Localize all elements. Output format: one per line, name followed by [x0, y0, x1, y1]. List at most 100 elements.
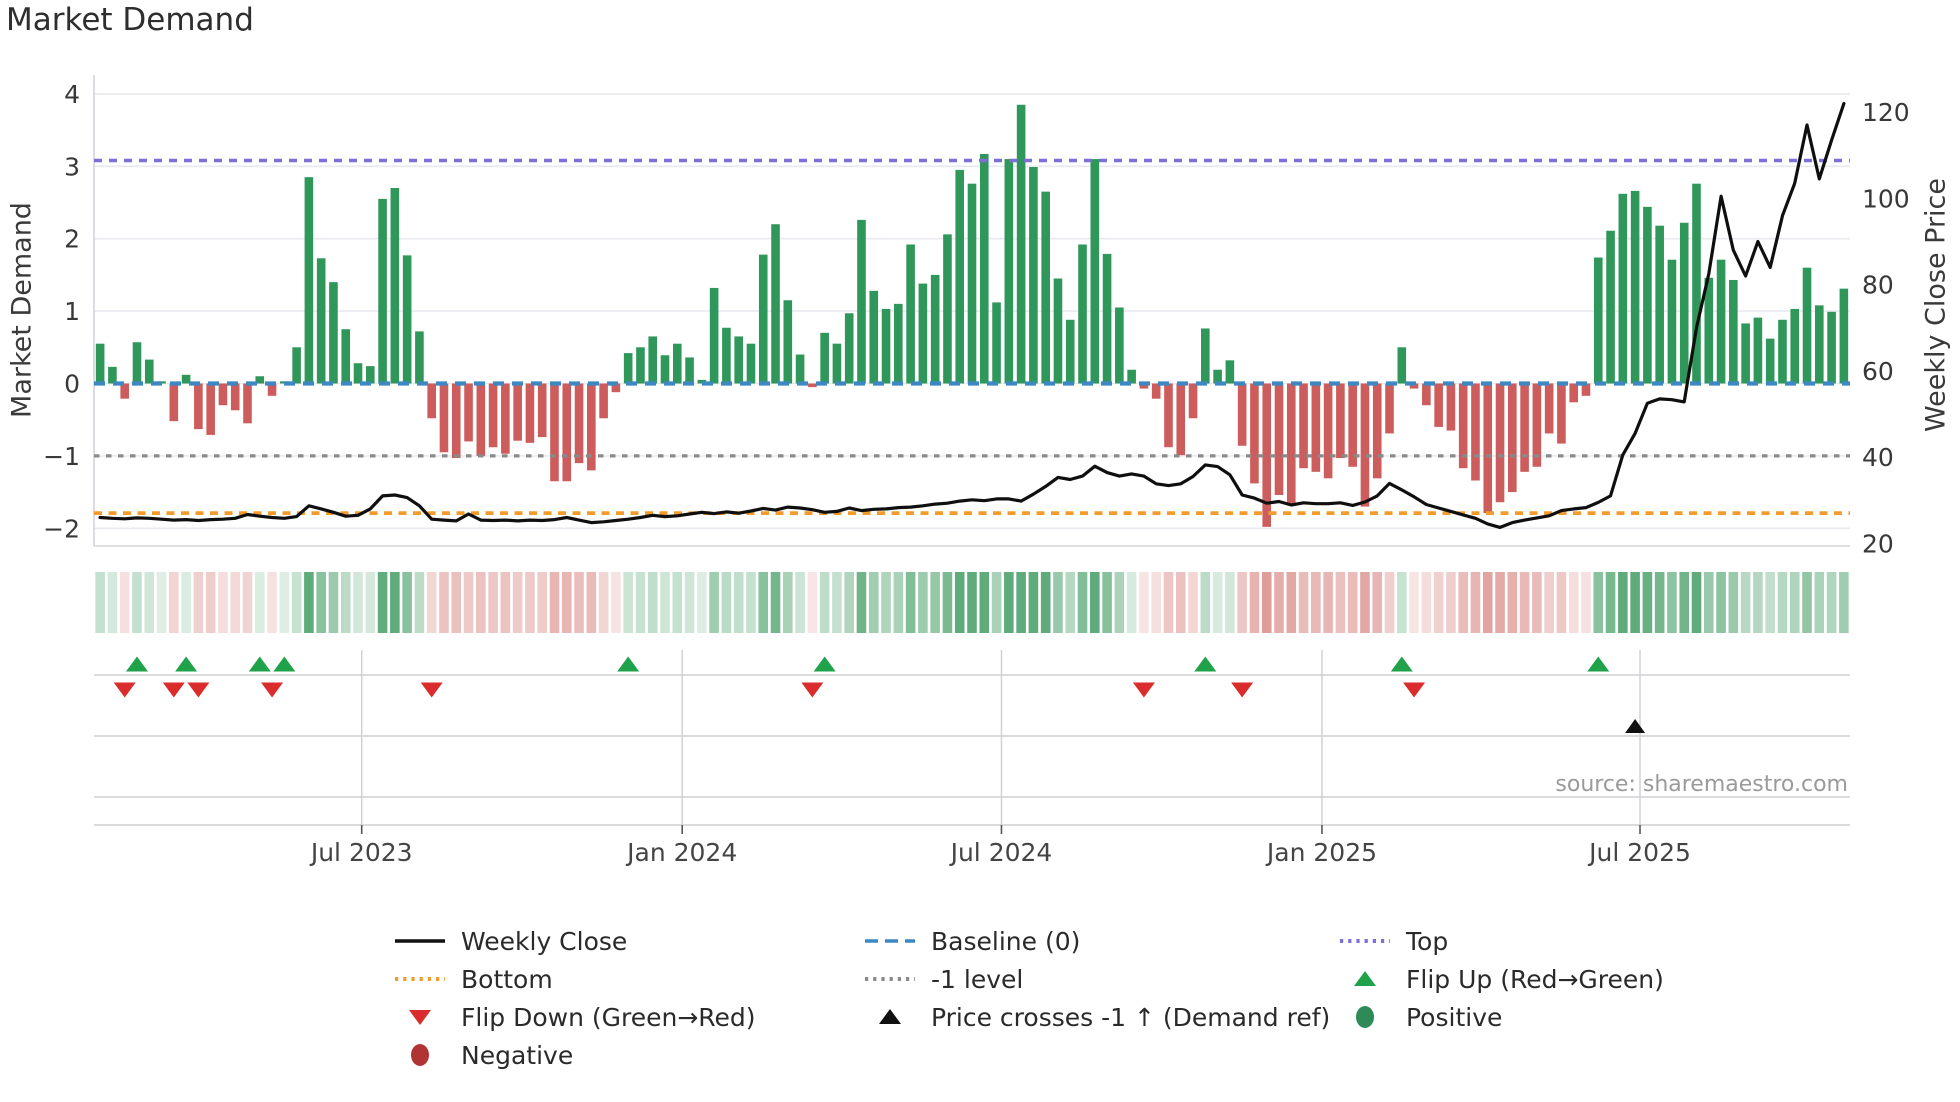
demand-bar: [1250, 383, 1259, 484]
heatmap-cell: [1311, 572, 1321, 633]
heatmap-cell: [95, 572, 105, 633]
demand-bar: [894, 303, 903, 384]
demand-bar: [1397, 347, 1407, 384]
flip-down-marker: [261, 682, 284, 698]
demand-bar: [783, 300, 793, 384]
demand-bar: [1016, 104, 1026, 384]
price-cross-marker: [1625, 719, 1646, 733]
heatmap-cell: [1396, 572, 1407, 633]
heatmap-cell: [733, 572, 744, 633]
demand-bar: [1508, 383, 1517, 493]
x-tick-label: Jan 2024: [625, 838, 737, 867]
demand-bar: [194, 383, 203, 430]
right-axis-tick-label: 40: [1862, 443, 1894, 472]
demand-bar: [144, 359, 154, 384]
demand-bar: [1778, 319, 1787, 384]
demand-bar: [1029, 167, 1038, 384]
demand-bar: [1213, 369, 1222, 384]
demand-bar: [1102, 253, 1112, 384]
demand-bar: [1262, 383, 1272, 527]
demand-bar: [1802, 267, 1812, 384]
demand-bar: [1692, 183, 1701, 384]
demand-bar: [599, 383, 608, 419]
flip-up-marker: [617, 656, 640, 672]
heatmap-cell: [991, 572, 1002, 633]
demand-bar: [1716, 259, 1726, 384]
heatmap-cell: [672, 572, 683, 633]
heatmap-cell: [1347, 572, 1358, 633]
demand-bar: [1041, 191, 1050, 384]
flip-up-marker: [1194, 656, 1217, 672]
demand-bar: [832, 343, 842, 384]
demand-bar: [1765, 338, 1775, 384]
x-tick-label: Jul 2025: [1587, 838, 1691, 867]
heatmap-cell: [1028, 572, 1039, 633]
heatmap-cell: [1114, 572, 1125, 633]
flip-up-marker: [1390, 656, 1413, 672]
heatmap-cell: [205, 572, 216, 633]
demand-bar: [451, 383, 461, 459]
demand-bar: [1839, 288, 1849, 384]
heatmap-cell: [1360, 572, 1370, 633]
heatmap-cell: [967, 572, 977, 633]
demand-bar: [636, 347, 645, 384]
heatmap-cell: [1728, 572, 1739, 633]
demand-bar: [169, 383, 179, 422]
left-axis-tick-label: 4: [64, 80, 80, 109]
heatmap-cell: [918, 572, 928, 633]
heatmap-cell: [254, 572, 265, 633]
demand-bar: [979, 153, 989, 384]
demand-bar: [1225, 360, 1235, 384]
heatmap-cell: [414, 572, 425, 633]
heatmap-cell: [1839, 572, 1849, 633]
demand-bar: [1348, 383, 1357, 467]
demand-bar: [292, 347, 301, 384]
demand-bar: [1176, 383, 1186, 456]
demand-bar: [267, 383, 277, 396]
left-axis-tick-label: 3: [64, 152, 80, 181]
demand-bar: [1753, 317, 1763, 384]
heatmap-cell: [1814, 572, 1825, 633]
heatmap-cell: [1532, 572, 1542, 633]
heatmap-cell: [1446, 572, 1456, 633]
heatmap-cell: [1384, 572, 1395, 633]
demand-bar: [1299, 383, 1308, 469]
heatmap-cell: [267, 572, 277, 633]
heatmap-cell: [893, 572, 904, 633]
demand-bar: [992, 302, 1001, 384]
heatmap-cell: [1200, 572, 1211, 633]
right-axis-tick-label: 20: [1862, 529, 1894, 558]
heatmap-cell: [1053, 572, 1063, 633]
heatmap-cell: [1507, 572, 1518, 633]
demand-bar: [120, 383, 129, 399]
heatmap-cell: [697, 572, 707, 633]
demand-bar: [1139, 383, 1149, 389]
demand-bar: [795, 354, 805, 384]
demand-bar: [943, 234, 952, 384]
heatmap-cell: [279, 572, 290, 633]
heatmap-cell: [525, 572, 535, 633]
demand-bar: [476, 383, 486, 456]
flip-up-marker: [175, 656, 198, 672]
flip-up-marker: [273, 656, 296, 672]
heatmap-cell: [340, 572, 351, 633]
demand-bar: [1667, 259, 1677, 384]
demand-bar: [1274, 383, 1284, 495]
heatmap-cell: [635, 572, 646, 633]
left-axis-tick-label: −2: [43, 514, 80, 543]
heatmap-cell: [1175, 572, 1186, 633]
demand-bar: [95, 343, 105, 384]
heatmap-cell: [169, 572, 179, 633]
demand-bar: [672, 343, 682, 384]
heatmap-cell: [488, 572, 498, 633]
demand-bar: [967, 183, 977, 384]
demand-bar: [1520, 383, 1529, 472]
demand-bar: [1630, 190, 1640, 384]
demand-bar: [316, 258, 326, 384]
heatmap-cell: [1421, 572, 1432, 633]
flip-down-marker: [187, 682, 210, 698]
demand-bar: [255, 376, 265, 384]
demand-bar: [1004, 159, 1014, 384]
demand-bar: [1078, 244, 1087, 384]
x-tick-label: Jul 2023: [309, 838, 413, 867]
